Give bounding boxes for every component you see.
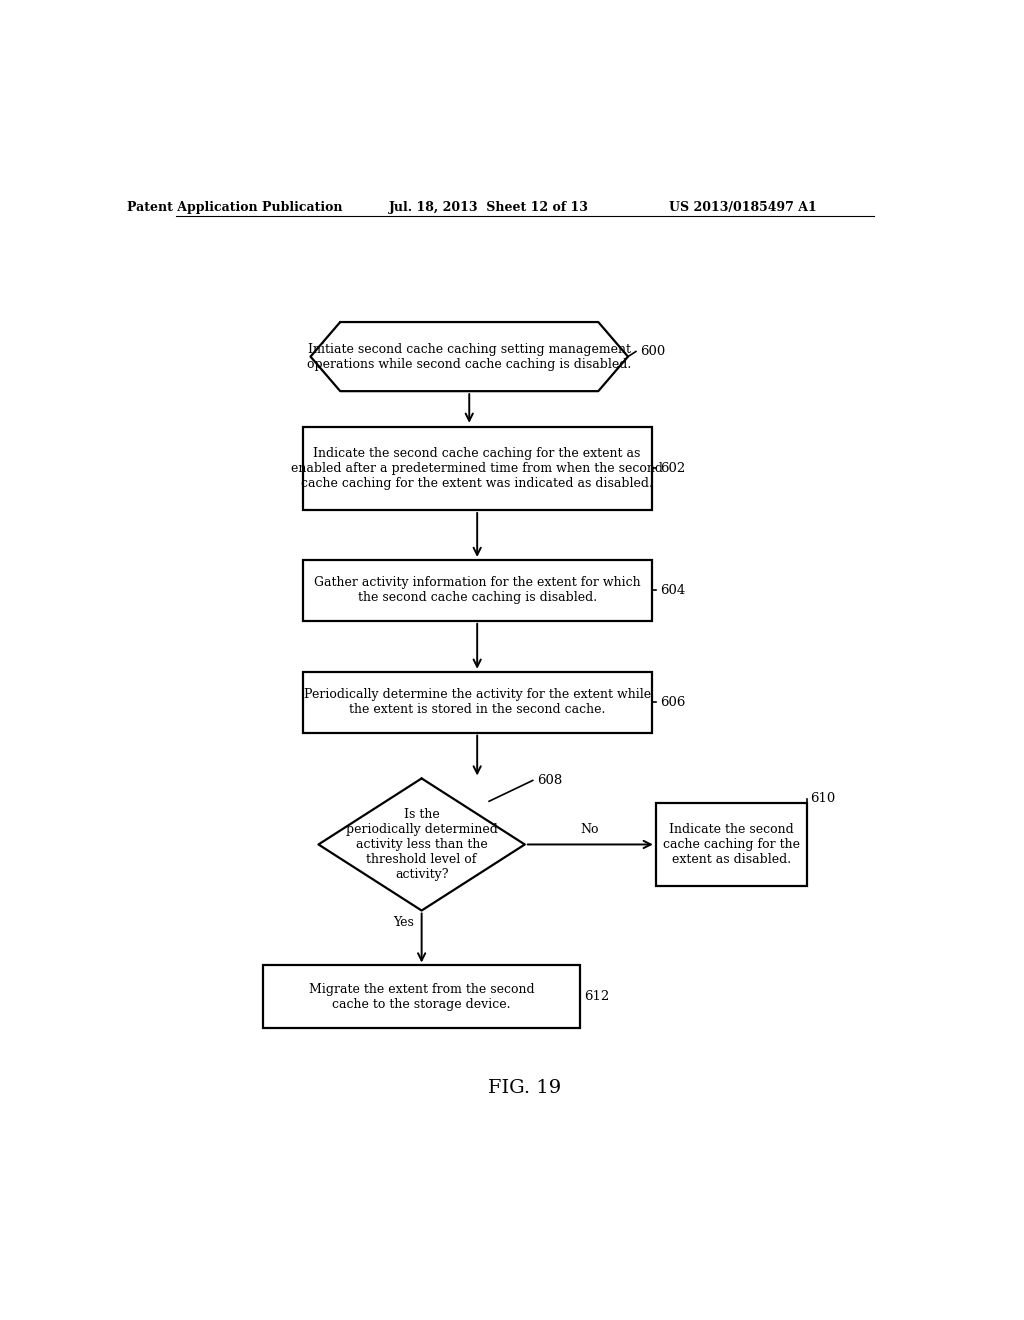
Text: Gather activity information for the extent for which
the second cache caching is: Gather activity information for the exte… — [314, 577, 640, 605]
Bar — [303, 672, 652, 733]
Text: 604: 604 — [659, 583, 685, 597]
Bar — [303, 560, 652, 620]
Text: 606: 606 — [659, 696, 685, 709]
Text: Migrate the extent from the second
cache to the storage device.: Migrate the extent from the second cache… — [309, 983, 535, 1011]
Text: 608: 608 — [537, 774, 562, 787]
Text: No: No — [581, 824, 599, 837]
Text: FIG. 19: FIG. 19 — [488, 1080, 561, 1097]
Text: 600: 600 — [640, 345, 666, 358]
Text: 610: 610 — [811, 792, 836, 805]
Text: 612: 612 — [585, 990, 609, 1003]
Bar — [303, 426, 652, 510]
Text: Yes: Yes — [393, 916, 414, 929]
Text: Initiate second cache caching setting management
operations while second cache c: Initiate second cache caching setting ma… — [307, 343, 632, 371]
Text: US 2013/0185497 A1: US 2013/0185497 A1 — [669, 201, 817, 214]
Text: Indicate the second
cache caching for the
extent as disabled.: Indicate the second cache caching for th… — [663, 822, 800, 866]
Text: Periodically determine the activity for the extent while
the extent is stored in: Periodically determine the activity for … — [304, 688, 650, 717]
Bar — [263, 965, 581, 1028]
Text: Patent Application Publication: Patent Application Publication — [127, 201, 343, 214]
Text: Jul. 18, 2013  Sheet 12 of 13: Jul. 18, 2013 Sheet 12 of 13 — [389, 201, 589, 214]
Text: 602: 602 — [659, 462, 685, 475]
Bar — [655, 803, 807, 886]
Text: Is the
periodically determined
activity less than the
threshold level of
activit: Is the periodically determined activity … — [346, 808, 498, 880]
Text: Indicate the second cache caching for the extent as
enabled after a predetermine: Indicate the second cache caching for th… — [291, 447, 664, 490]
